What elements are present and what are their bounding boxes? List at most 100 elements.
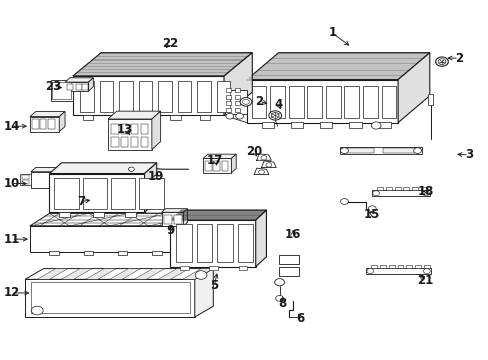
Bar <box>234 88 239 93</box>
Polygon shape <box>59 112 65 132</box>
Circle shape <box>242 99 249 104</box>
Bar <box>170 115 181 120</box>
Bar <box>288 86 303 118</box>
Polygon shape <box>397 53 429 123</box>
Bar <box>278 255 299 264</box>
Circle shape <box>265 163 271 167</box>
Bar <box>180 266 188 270</box>
Bar <box>82 115 93 120</box>
Polygon shape <box>224 90 246 114</box>
Polygon shape <box>183 269 213 279</box>
Polygon shape <box>30 112 65 117</box>
Circle shape <box>240 98 251 106</box>
Bar <box>234 95 239 99</box>
Text: 12: 12 <box>3 287 20 300</box>
Bar <box>197 81 210 112</box>
Bar <box>379 265 385 268</box>
Polygon shape <box>231 154 236 173</box>
Bar <box>141 124 148 134</box>
Text: 4: 4 <box>274 98 282 111</box>
Bar <box>139 81 152 112</box>
Polygon shape <box>161 212 183 226</box>
Bar <box>406 265 411 268</box>
Bar <box>54 178 79 209</box>
Circle shape <box>413 148 421 153</box>
Bar <box>67 84 73 90</box>
Text: 20: 20 <box>245 145 262 158</box>
Circle shape <box>437 59 445 64</box>
Bar <box>59 212 70 217</box>
Circle shape <box>31 306 43 315</box>
Text: 19: 19 <box>147 170 163 183</box>
Polygon shape <box>49 174 144 212</box>
Text: 6: 6 <box>296 311 304 325</box>
Bar <box>344 86 358 118</box>
Bar <box>177 81 191 112</box>
Text: 2: 2 <box>255 95 263 108</box>
Bar <box>270 86 285 118</box>
Bar <box>320 122 331 128</box>
Bar <box>423 265 429 268</box>
Text: 7: 7 <box>77 195 85 208</box>
Polygon shape <box>30 117 59 132</box>
Bar <box>125 212 136 217</box>
Bar <box>307 86 322 118</box>
Circle shape <box>261 156 266 160</box>
Bar <box>427 94 432 105</box>
Bar <box>403 187 408 190</box>
Bar <box>376 187 382 190</box>
Bar <box>83 251 93 255</box>
Bar <box>366 268 430 274</box>
Polygon shape <box>170 210 266 220</box>
Bar <box>158 81 171 112</box>
Bar <box>131 124 138 134</box>
Polygon shape <box>224 53 252 116</box>
Bar <box>394 187 400 190</box>
Bar <box>82 84 88 90</box>
Polygon shape <box>65 82 88 91</box>
Polygon shape <box>73 76 224 116</box>
Bar <box>221 161 228 171</box>
Polygon shape <box>108 111 160 119</box>
Bar <box>341 148 373 153</box>
Polygon shape <box>203 154 236 158</box>
Bar <box>226 101 231 105</box>
Circle shape <box>422 191 428 196</box>
Polygon shape <box>49 163 157 174</box>
Bar <box>21 175 29 179</box>
Bar <box>234 101 239 105</box>
Bar <box>131 136 138 147</box>
Polygon shape <box>108 119 152 149</box>
Bar <box>397 265 403 268</box>
Bar <box>378 122 390 128</box>
Text: 13: 13 <box>117 123 133 136</box>
Bar <box>348 122 361 128</box>
Bar <box>383 148 414 153</box>
Text: 1: 1 <box>327 27 336 40</box>
Circle shape <box>340 148 347 153</box>
Polygon shape <box>65 78 93 82</box>
Text: 16: 16 <box>285 228 301 241</box>
Polygon shape <box>161 209 187 212</box>
Bar <box>80 81 94 112</box>
Polygon shape <box>134 269 164 279</box>
Text: 22: 22 <box>162 36 178 50</box>
Text: 21: 21 <box>416 274 432 287</box>
Bar <box>226 108 231 112</box>
Bar <box>325 86 340 118</box>
Bar <box>420 187 426 190</box>
Bar <box>31 282 189 314</box>
Bar <box>93 212 104 217</box>
Circle shape <box>271 113 279 118</box>
Bar <box>216 81 230 112</box>
Bar <box>237 225 253 262</box>
Polygon shape <box>51 80 73 101</box>
Polygon shape <box>152 111 160 149</box>
Bar <box>226 88 231 93</box>
Polygon shape <box>61 269 92 279</box>
Bar <box>176 225 191 262</box>
Bar <box>251 86 266 118</box>
Bar <box>212 161 219 171</box>
Circle shape <box>367 206 375 212</box>
Bar <box>49 251 59 255</box>
